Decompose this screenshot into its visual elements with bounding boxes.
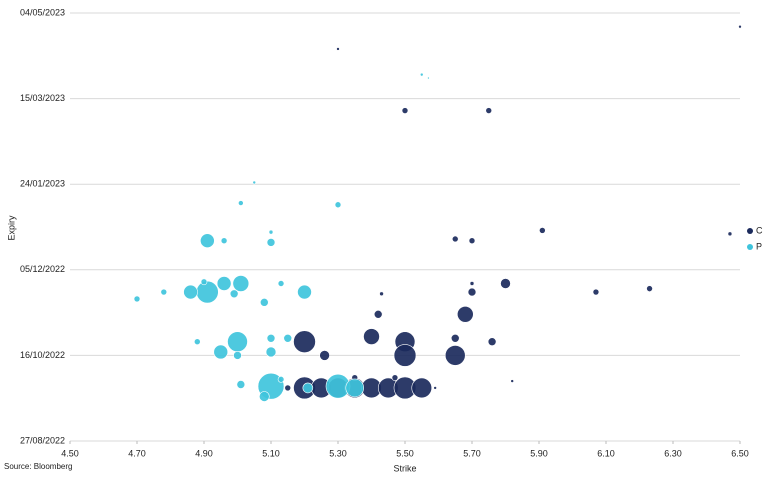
bubble (363, 328, 380, 345)
bubble (336, 47, 340, 51)
bubble (373, 310, 383, 319)
bubble (345, 378, 365, 398)
bubble (277, 280, 285, 287)
legend-label: C (756, 225, 763, 235)
bubble (539, 227, 546, 234)
y-tick-label: 27/08/2022 (20, 435, 65, 445)
bubble (200, 233, 215, 248)
x-tick-label: 6.30 (664, 448, 682, 458)
y-axis-label: Expiry (6, 215, 16, 241)
bubble (233, 351, 242, 360)
y-tick-label: 15/03/2023 (20, 93, 65, 103)
bubble (393, 344, 417, 367)
bubble (401, 107, 409, 114)
bubble (258, 391, 270, 402)
x-tick-label: 5.70 (463, 448, 481, 458)
bubble (391, 374, 399, 381)
legend-label: P (756, 241, 762, 251)
bubble (293, 330, 316, 354)
bubble (183, 284, 198, 300)
y-tick-label: 24/01/2023 (20, 179, 65, 189)
bubble (277, 376, 285, 383)
bubble (297, 284, 312, 300)
bubble (266, 238, 276, 247)
bubble (433, 386, 437, 390)
bubble (213, 344, 229, 360)
bubble (194, 338, 201, 346)
bubble (160, 288, 168, 296)
bubble (220, 237, 228, 244)
bubble (467, 287, 477, 297)
bubble (238, 200, 244, 206)
bubble (379, 291, 384, 297)
legend-marker (747, 228, 753, 234)
bubble (133, 295, 141, 303)
bubble (216, 276, 232, 291)
y-tick-label: 16/10/2022 (20, 350, 65, 360)
bubble (259, 298, 269, 307)
bubble (229, 289, 239, 299)
bubble (456, 306, 474, 323)
x-tick-label: 5.10 (262, 448, 280, 458)
bubble (485, 107, 493, 114)
y-tick-label: 04/05/2023 (20, 7, 65, 17)
bubble (265, 346, 277, 358)
bubble (738, 24, 742, 29)
x-tick-label: 6.10 (597, 448, 615, 458)
bubble (200, 278, 208, 286)
bubble (500, 278, 511, 289)
x-tick-label: 6.50 (731, 448, 749, 458)
bubble (727, 231, 733, 237)
x-tick-label: 5.30 (329, 448, 347, 458)
bubble (283, 333, 293, 343)
bubble (427, 76, 430, 80)
bubble (487, 337, 497, 347)
bubble (419, 72, 424, 77)
bubble (411, 377, 433, 399)
bubble (510, 379, 515, 383)
x-tick-label: 4.50 (61, 448, 79, 458)
bubble (646, 285, 653, 292)
x-tick-label: 4.70 (128, 448, 146, 458)
bubble (232, 275, 250, 292)
bubble (268, 229, 274, 235)
y-tick-label: 05/12/2022 (20, 264, 65, 274)
bubble (444, 345, 466, 366)
bubble (469, 281, 475, 286)
x-tick-label: 4.90 (195, 448, 213, 458)
bubble (334, 201, 342, 209)
bubble (592, 288, 600, 296)
bubble (302, 382, 314, 394)
bubble (236, 380, 246, 389)
bubble (451, 235, 459, 243)
x-axis-label: Strike (393, 463, 416, 473)
legend-marker (747, 244, 753, 250)
x-tick-label: 5.90 (530, 448, 548, 458)
bubble (284, 384, 292, 392)
source: Source: Bloomberg (4, 462, 72, 471)
bubble (227, 331, 248, 353)
bubble (468, 237, 476, 244)
bubble (450, 333, 460, 343)
bubble (252, 180, 257, 185)
bubble (319, 350, 330, 361)
x-tick-label: 5.50 (396, 448, 414, 458)
bubble (266, 333, 276, 343)
bubble (196, 280, 219, 304)
